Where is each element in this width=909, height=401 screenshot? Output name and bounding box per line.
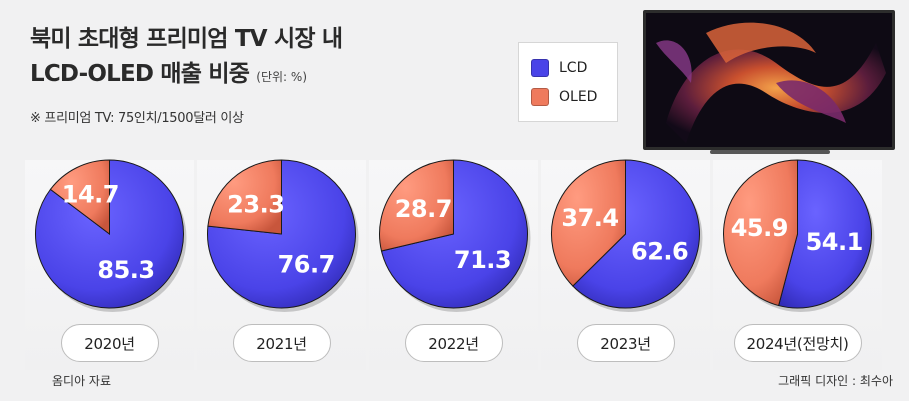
oled-value-label: 14.7 [62,181,119,209]
unit-label: (단위: %) [256,70,308,84]
year-label: 2022년 [404,324,503,362]
year-label: 2021년 [232,324,331,362]
tv-stand [710,150,830,154]
lcd-value-label: 85.3 [97,256,154,284]
source-label: 옴디아 자료 [52,374,112,388]
pie-slice-oled [49,159,110,236]
legend-swatch-oled [531,88,549,106]
lcd-value-label: 62.6 [631,237,688,265]
pie-slice-lcd [572,159,700,309]
year-label: 2023년 [576,324,675,362]
chart-title: 북미 초대형 프리미엄 TV 시장 내 LCD-OLED 매출 비중 (단위: … [30,22,343,95]
legend-swatch-lcd [531,59,549,77]
title-line-2: LCD-OLED 매출 비중 (단위: %) [30,57,342,95]
pie-slice-lcd [207,159,356,309]
lcd-value-label: 76.7 [278,251,335,279]
pie-slice-oled [551,159,626,287]
legend-item-lcd: LCD [531,58,587,78]
legend-item-oled: OLED [531,87,597,107]
pie-chart: 14.7 85.3 [35,159,187,312]
pie-slice-lcd [778,159,872,309]
legend-label-lcd: LCD [559,60,588,76]
legend: LCD OLED [518,42,618,122]
title-line-2-text: LCD-OLED 매출 비중 [30,61,250,87]
legend-label-oled: OLED [559,89,598,105]
title-line-1: 북미 초대형 프리미엄 TV 시장 내 [30,26,343,52]
pie-chart: 45.9 54.1 [723,159,875,312]
pie-chart: 37.4 62.6 [551,159,703,312]
year-label: 2024년(전망치) [733,324,862,362]
oled-value-label: 37.4 [561,204,618,232]
tv-image [643,10,895,150]
pie-slice-lcd [380,159,528,309]
credit-label: 그래픽 디자인 : 최수아 [778,374,893,388]
oled-value-label: 45.9 [731,214,788,242]
pie-slice-oled [207,159,282,235]
pie-chart: 28.771.3 [379,159,531,312]
lcd-value-label: 54.1 [806,228,863,256]
oled-value-label: 23.3 [227,190,284,218]
year-label: 2020년 [60,324,159,362]
pie-chart: 23.3 76.7 [207,159,359,312]
lcd-value-label: 71.3 [454,246,511,274]
pie-slice-oled [379,159,454,252]
oled-value-label: 28.7 [395,195,452,223]
tv-screen-art [646,13,892,147]
footnote: ※ 프리미엄 TV: 75인치/1500달러 이상 [30,111,244,126]
pie-slice-oled [723,159,798,307]
